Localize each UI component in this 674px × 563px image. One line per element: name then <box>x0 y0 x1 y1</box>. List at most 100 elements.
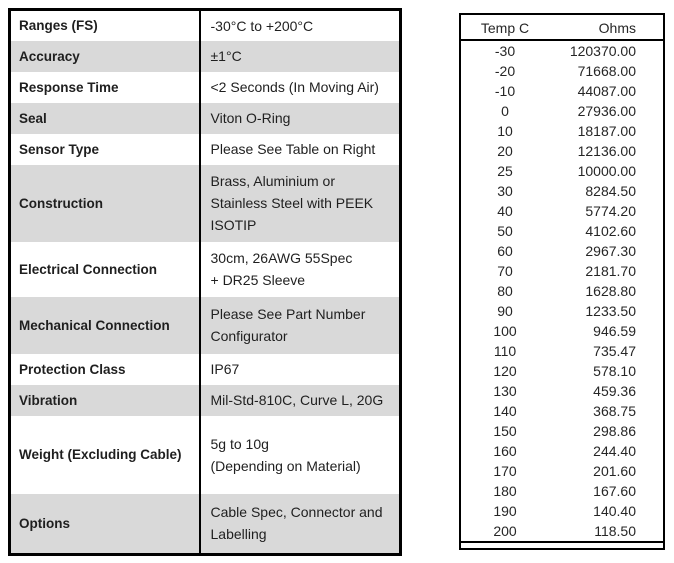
resistance-row: -30 120370.00 <box>461 40 663 61</box>
ohms-value: 12136.00 <box>577 143 636 159</box>
spec-label: Protection Class <box>9 353 201 385</box>
temp-value: 80 <box>497 283 513 299</box>
spec-row: Mechanical Connection Please See Part Num… <box>9 296 401 354</box>
ohms-value: 735.47 <box>593 343 636 359</box>
spec-label: Mechanical Connection <box>9 296 201 354</box>
resistance-row: 120 578.10 <box>461 361 663 381</box>
ohms-value: 298.86 <box>593 423 636 439</box>
temp-value: 120 <box>493 363 517 379</box>
temp-value: 30 <box>497 183 513 199</box>
spec-value-line: Stainless Steel with PEEK <box>210 195 374 211</box>
resistance-row: 100 946.59 <box>461 321 663 341</box>
temp-value: 180 <box>493 483 517 499</box>
ohms-column-header: Ohms <box>549 17 663 41</box>
resistance-row: 50 4102.60 <box>461 221 663 241</box>
spec-value-line: <2 Seconds (In Moving Air) <box>210 79 379 95</box>
spec-value-line: 30cm, 26AWG 55Spec <box>210 250 353 266</box>
resistance-row: 60 2967.30 <box>461 241 663 261</box>
resistance-row: 20 12136.00 <box>461 141 663 161</box>
resistance-row: 150 298.86 <box>461 421 663 441</box>
spec-value-line: -30°C to +200°C <box>210 17 314 34</box>
spec-label: Response Time <box>9 71 201 103</box>
ohms-value: 44087.00 <box>577 83 636 99</box>
spec-label: Seal <box>9 102 201 134</box>
temp-value: 160 <box>493 443 517 459</box>
resistance-row: 110 735.47 <box>461 341 663 361</box>
temp-value: 25 <box>497 163 513 179</box>
temp-value: -20 <box>494 63 516 79</box>
spec-label: Ranges (FS) <box>9 9 201 41</box>
resistance-row: 140 368.75 <box>461 401 663 421</box>
spec-value-line: Brass, Aluminium or <box>210 173 335 189</box>
spec-value: IP67 <box>200 354 401 385</box>
ohms-value: 118.50 <box>549 521 663 543</box>
spec-value-line: Viton O-Ring <box>210 110 291 126</box>
ohms-value: 368.75 <box>593 403 636 419</box>
spec-row: Construction Brass, Aluminium or Stainless… <box>9 164 401 242</box>
temp-value: -30 <box>494 43 516 59</box>
resistance-row: 200 118.50 <box>461 521 663 543</box>
spec-row: Options Cable Spec, Connector and Labellin… <box>9 493 401 555</box>
spec-row: Seal Viton O-Ring <box>9 102 401 134</box>
resistance-table-body: -30 120370.00 -20 71668.00 -10 44087.00 0 27936… <box>461 40 663 543</box>
temp-value: 170 <box>493 463 517 479</box>
spec-value-line: Labelling <box>210 526 267 543</box>
resistance-header-row: Temp C Ohms <box>461 17 663 41</box>
spec-value-line: IP67 <box>210 361 240 377</box>
ohms-value: 140.40 <box>593 503 636 519</box>
resistance-row: 40 5774.20 <box>461 201 663 221</box>
spec-row: Protection Class IP67 <box>9 353 401 385</box>
spec-row: Response Time <2 Seconds (In Moving Air) <box>9 71 401 103</box>
ohms-value: 1628.80 <box>585 283 636 299</box>
resistance-row: -10 44087.00 <box>461 81 663 101</box>
resistance-row: 160 244.40 <box>461 441 663 461</box>
spec-value: 5g to 10g (Depending on Material) <box>200 416 401 494</box>
temp-value: 20 <box>497 143 513 159</box>
spec-value-line: + DR25 Sleeve <box>210 272 306 288</box>
spec-row: Vibration Mil-Std-810C, Curve L, 20G <box>9 384 401 416</box>
spec-value-line: 5g to 10g <box>210 435 269 452</box>
resistance-row: 90 1233.50 <box>461 301 663 321</box>
resistance-row: 10 18187.00 <box>461 121 663 141</box>
ohms-value: 4102.60 <box>585 223 636 239</box>
spec-value: <2 Seconds (In Moving Air) <box>200 72 401 103</box>
spec-value-line: ISOTIP <box>210 217 257 233</box>
spec-value-line: ±1°C <box>210 48 242 64</box>
spec-label: Vibration <box>9 384 201 416</box>
temp-value: 130 <box>493 383 517 399</box>
spec-label: Weight (Excluding Cable) <box>9 415 201 494</box>
temp-value: 100 <box>493 323 517 339</box>
ohms-value: 27936.00 <box>577 103 636 119</box>
ohms-value: 2967.30 <box>585 243 636 259</box>
temp-value: 90 <box>497 303 513 319</box>
ohms-value: 71668.00 <box>577 63 636 79</box>
temp-value: 70 <box>497 263 513 279</box>
spec-row: Accuracy ±1°C <box>9 40 401 72</box>
spec-label: Electrical Connection <box>9 241 201 297</box>
spec-value-line: Please See Table on Right <box>210 141 376 157</box>
resistance-row: -20 71668.00 <box>461 61 663 81</box>
temp-value: 50 <box>497 223 513 239</box>
temp-value: 200 <box>461 521 549 543</box>
spec-value: Please See Part Number Configurator <box>200 297 401 354</box>
resistance-row: 70 2181.70 <box>461 261 663 281</box>
spec-row: Ranges (FS) -30°C to +200°C <box>9 9 401 41</box>
spec-value: Brass, Aluminium or Stainless Steel with … <box>200 165 401 242</box>
temp-column-header: Temp C <box>461 17 549 41</box>
ohms-value: 167.60 <box>593 483 636 499</box>
temp-value: 190 <box>493 503 517 519</box>
resistance-row: 25 10000.00 <box>461 161 663 181</box>
spec-label: Options <box>9 493 201 555</box>
spec-label: Sensor Type <box>9 133 201 165</box>
resistance-row: 30 8284.50 <box>461 181 663 201</box>
spec-value: Please See Table on Right <box>200 134 401 165</box>
spec-value: ±1°C <box>200 41 401 72</box>
spec-value: Cable Spec, Connector and Labelling <box>200 494 401 555</box>
ohms-value: 1233.50 <box>585 303 636 319</box>
spec-value-line: (Depending on Material) <box>210 457 361 474</box>
ohms-value: 578.10 <box>593 363 636 379</box>
ohms-value: 2181.70 <box>585 263 636 279</box>
spec-table-body: Ranges (FS) -30°C to +200°C Accuracy ±1°C Re… <box>9 9 401 555</box>
spec-row: Sensor Type Please See Table on Right <box>9 133 401 165</box>
resistance-row: 130 459.36 <box>461 381 663 401</box>
